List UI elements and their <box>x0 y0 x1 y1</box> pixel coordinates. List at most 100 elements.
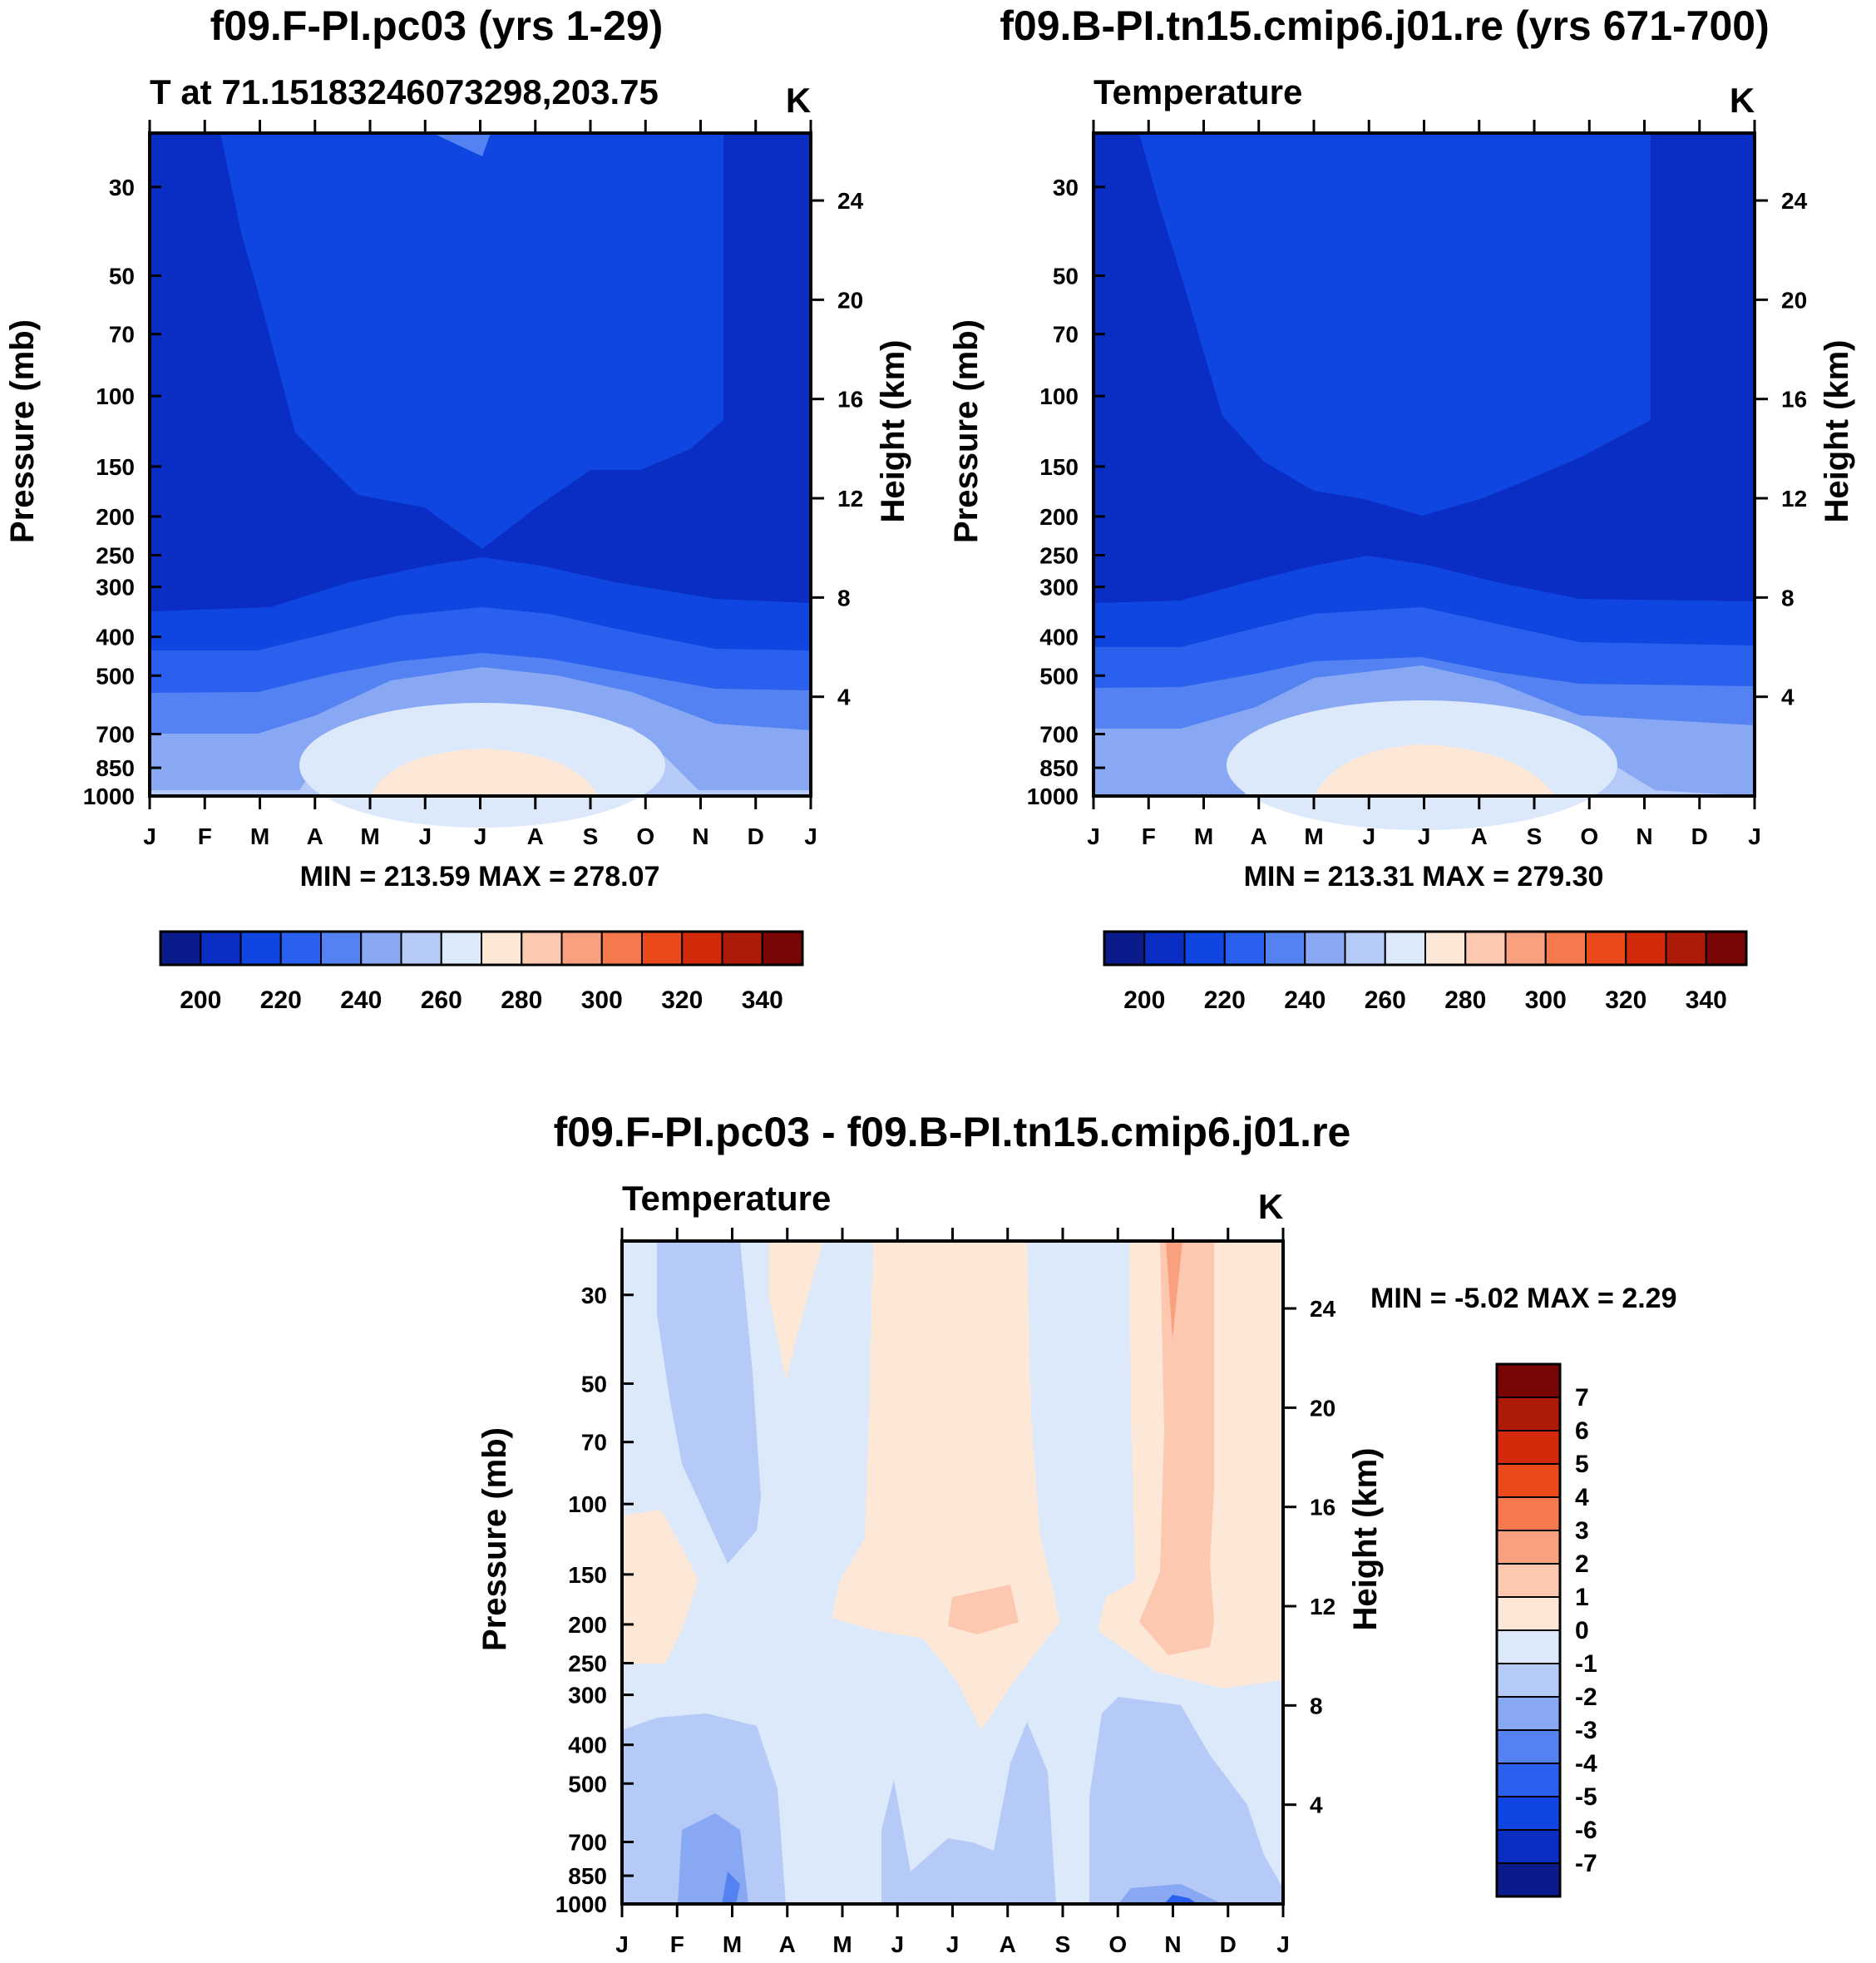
pressure-tick-label: 30 <box>109 175 135 200</box>
pressure-tick-label: 250 <box>96 543 135 569</box>
colorbar-swatch <box>160 931 202 966</box>
colorbar-label: 1 <box>1575 1584 1589 1611</box>
height-tick-label: 24 <box>1310 1296 1336 1322</box>
colorbar-swatch <box>721 931 763 966</box>
month-label: J <box>804 823 817 849</box>
colorbar-frame <box>1103 930 1748 967</box>
generated-chart-marks: 3050701001502002503004005007008501000242… <box>4 120 1855 1957</box>
colorbar-swatch <box>1496 1397 1561 1431</box>
colorbar-label: 300 <box>581 986 623 1014</box>
height-tick-label: 8 <box>1310 1693 1323 1718</box>
pressure-tick-label: 700 <box>1039 722 1079 748</box>
height-tick-label: 12 <box>1310 1594 1335 1619</box>
colorbar-frame <box>159 930 804 967</box>
contour-band <box>432 133 491 156</box>
colorbar-label: -7 <box>1575 1850 1597 1877</box>
panel-1-contours <box>150 133 811 828</box>
month-label: S <box>1055 1931 1071 1957</box>
colorbar-swatch <box>1504 931 1547 966</box>
pressure-tick-label: 100 <box>568 1491 607 1517</box>
pressure-tick-label: 850 <box>568 1863 607 1889</box>
contour-band <box>948 1585 1019 1634</box>
contour-band <box>370 749 599 796</box>
panel-1-min-max: MIN = 213.59 MAX = 278.07 <box>300 861 660 892</box>
y-axis-label: Pressure (mb) <box>948 319 985 543</box>
month-label: M <box>360 823 379 849</box>
month-label: F <box>198 823 212 849</box>
colorbar-label: -1 <box>1575 1650 1597 1678</box>
pressure-tick-label: 200 <box>1039 504 1079 530</box>
contour-band <box>622 1713 786 1904</box>
pressure-tick-label: 200 <box>568 1612 607 1638</box>
colorbar-swatch <box>641 931 684 966</box>
colorbar-swatch <box>1705 931 1747 966</box>
month-label: N <box>1164 1931 1181 1957</box>
colorbar-swatch <box>1183 931 1226 966</box>
colorbar-swatch <box>279 931 322 966</box>
contour-band <box>622 1510 699 1664</box>
pressure-tick-label: 850 <box>96 755 135 781</box>
pressure-tick-label: 150 <box>96 454 135 480</box>
height-tick-label: 16 <box>837 387 863 413</box>
y-axis-label-right: Height (km) <box>875 340 911 523</box>
colorbar-label: 320 <box>661 986 703 1014</box>
y-axis-label: Pressure (mb) <box>476 1427 513 1651</box>
month-label: A <box>1251 823 1267 849</box>
colorbar-swatch <box>1496 1696 1561 1731</box>
colorbar-swatch <box>521 931 563 966</box>
pressure-tick-label: 70 <box>581 1430 607 1456</box>
colorbar-label: 340 <box>1686 986 1727 1014</box>
pressure-tick-label: 850 <box>1039 755 1079 781</box>
colorbar-label: -6 <box>1575 1817 1597 1844</box>
colorbar-swatch <box>1496 1829 1561 1864</box>
colorbar-label: 220 <box>260 986 302 1014</box>
month-label: A <box>307 823 323 849</box>
month-label: N <box>1636 823 1652 849</box>
colorbar-label: -3 <box>1575 1717 1597 1744</box>
panel-3-contours <box>622 1241 1283 1904</box>
month-label: J <box>474 823 487 849</box>
colorbar-label: 3 <box>1575 1517 1589 1545</box>
month-label: O <box>1580 823 1598 849</box>
colorbar-swatch <box>1496 1629 1561 1664</box>
colorbar-label: -5 <box>1575 1783 1597 1811</box>
pressure-tick-label: 300 <box>1039 575 1079 601</box>
colorbar-label: 300 <box>1525 986 1567 1014</box>
pressure-tick-label: 1000 <box>83 784 135 809</box>
month-label: M <box>250 823 269 849</box>
month-label: J <box>615 1931 629 1957</box>
colorbar-label: -2 <box>1575 1684 1597 1711</box>
contour-band <box>1164 1895 1197 1904</box>
month-label: N <box>692 823 708 849</box>
height-tick-label: 20 <box>1310 1395 1335 1421</box>
pressure-tick-label: 300 <box>568 1683 607 1708</box>
month-label: F <box>670 1931 684 1957</box>
panel-1-control-temperature: f09.F-PI.pc03 (yrs 1-29) T at 71.1518324… <box>148 2 812 828</box>
contour-band <box>1118 1884 1222 1904</box>
panel-2-min-max: MIN = 213.31 MAX = 279.30 <box>1244 861 1604 892</box>
pressure-tick-label: 250 <box>1039 543 1079 569</box>
colorbar-label: 320 <box>1605 986 1646 1014</box>
colorbar-swatch <box>1496 1563 1561 1598</box>
panel-2-units: K <box>1730 81 1755 120</box>
colorbar-frame <box>1495 1362 1562 1898</box>
colorbar-swatch <box>1103 931 1146 966</box>
colorbar-swatch <box>239 931 282 966</box>
colorbar-swatch <box>1496 1862 1561 1897</box>
height-tick-label: 8 <box>837 585 851 611</box>
colorbar-swatch <box>1424 931 1467 966</box>
colorbar-swatch <box>1264 931 1306 966</box>
month-label: O <box>1108 1931 1127 1957</box>
panel-3-subtitle: Temperature <box>622 1179 831 1218</box>
height-tick-label: 8 <box>1781 585 1795 611</box>
colorbar-swatch <box>1496 1463 1561 1498</box>
colorbar-swatch <box>1496 1729 1561 1764</box>
colorbar-label: 240 <box>1284 986 1326 1014</box>
contour-band <box>657 1241 761 1564</box>
colorbar-label: 6 <box>1575 1417 1589 1445</box>
colorbar-swatch <box>1344 931 1386 966</box>
month-label: D <box>748 823 764 849</box>
panel-2-contours <box>1094 133 1755 830</box>
month-label: M <box>1304 823 1323 849</box>
